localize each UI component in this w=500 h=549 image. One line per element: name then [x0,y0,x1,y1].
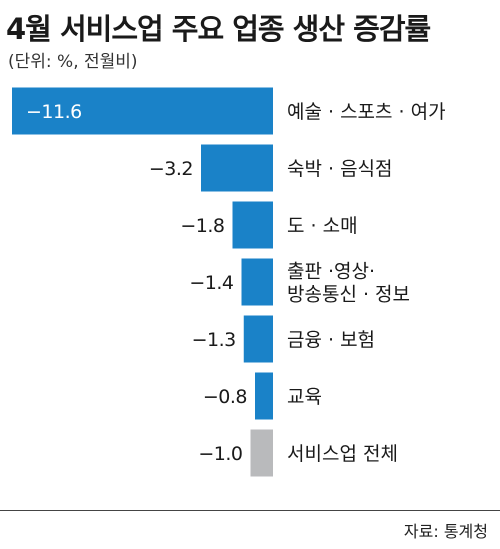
bar-0 [12,87,273,135]
footer-divider [0,510,500,511]
bar-chart: −11.6 예술 · 스포츠 · 여가 −3.2 숙박 · 음식점 −1.8 도 · 소매… [12,87,446,477]
value-label-5: −0.8 [203,386,247,408]
category-label-6: 서비스업 전체 [287,443,398,465]
category-label-3-line-1: 방송통신 · 정보 [287,284,410,306]
value-label-2: −1.8 [180,215,224,237]
value-label-1: −3.2 [149,158,193,180]
value-label-4: −1.3 [192,329,236,351]
chart-subtitle: (단위: %, 전월비) [8,52,138,72]
category-label-5: 교육 [287,386,322,408]
chart-title: 4월 서비스업 주요 업종 생산 증감률 [6,12,431,46]
category-label-1: 숙박 · 음식점 [287,158,393,180]
bar-1 [201,144,273,192]
category-label-3-line-0: 출판 ·영상· [287,261,375,283]
category-label-0: 예술 · 스포츠 · 여가 [287,101,446,123]
category-label-2: 도 · 소매 [287,215,358,237]
bar-6 [250,429,273,477]
category-label-4: 금융 · 보험 [287,329,375,351]
value-label-3: −1.4 [189,272,234,294]
bar-2 [232,201,273,249]
bar-5 [255,372,273,420]
bar-4 [243,315,273,363]
value-label-0: −11.6 [26,101,82,123]
value-label-6: −1.0 [198,443,242,465]
source-note: 자료: 통계청 [403,522,488,541]
bar-3 [241,258,273,306]
